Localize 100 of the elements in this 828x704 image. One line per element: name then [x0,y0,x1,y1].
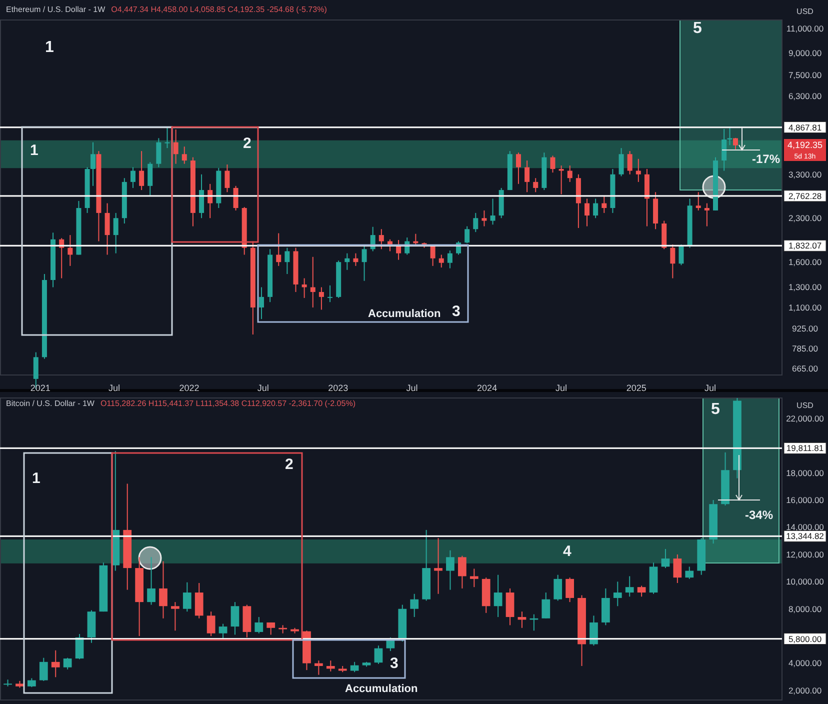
candlestick [51,650,60,678]
chart-subtitle: O115,282.26 H115,441.37 L111,354.38 C112,920.57 -2,361.70 (-2.05%) [100,399,356,408]
candlestick [233,185,238,211]
candlestick [182,146,187,164]
candlestick [446,550,454,590]
candlestick [350,661,359,673]
y-tick-label: 1,600.00 [788,257,822,268]
ref-line-label: 13,344.82 [786,531,824,542]
y-tick-label: 3,300.00 [788,169,822,180]
y-tick-label: 10,000.00 [786,576,824,587]
candlestick [39,657,48,682]
candlestick [673,554,682,584]
annotation: -17% [752,152,780,166]
x-tick-label: 2023 [328,383,348,394]
candlestick [258,286,264,320]
y-tick-label: 1,300.00 [788,282,822,292]
annotation: 1 [45,39,54,56]
candlestick [516,152,521,184]
x-tick-label: Jul [704,383,716,394]
x-tick-label: Jul [257,383,269,394]
annotation: 4 [563,543,572,560]
annotation: 5 [711,401,720,418]
candlestick [458,555,466,589]
candlestick [254,616,264,634]
candlestick [490,198,496,226]
candlestick [90,142,96,186]
candlestick [567,165,572,182]
chart-title: Ethereum / U.S. Dollar - 1W [6,5,106,14]
ref-line-label: 2,762.28 [788,190,822,201]
candlestick [218,623,228,640]
ref-line-label: 19,811.81 [786,443,824,454]
annotation: 2 [285,456,294,473]
y-tick-label: 4,000.00 [788,658,822,668]
candlestick [678,244,684,266]
x-tick-label: 2022 [179,383,200,394]
y-tick-label: 7,500.00 [788,70,822,80]
x-tick-label: Jul [556,383,568,394]
ref-line-label: 4,867.81 [788,122,822,132]
candlestick [206,611,216,637]
annotation: Accumulation [345,683,418,695]
candlestick [139,150,144,191]
candlestick [636,158,641,182]
x-tick-label: Jul [108,383,120,394]
candlestick [182,582,192,612]
candlestick [208,183,213,219]
annotation: 3 [390,655,398,672]
candlestick [627,150,632,175]
candlestick [524,160,530,193]
y-axis-title: USD [796,7,814,16]
candlestick [625,576,634,598]
candlestick [566,577,574,603]
candlestick [387,238,392,252]
candlestick [558,165,564,195]
candlestick [470,568,478,588]
candlestick [156,138,162,168]
candlestick [302,278,307,298]
candlestick [550,155,556,174]
candlestick [590,615,598,646]
annotation: Accumulation [368,308,442,320]
candlestick [473,212,478,233]
candlestick [310,256,316,308]
candlestick [378,228,384,250]
candlestick [147,556,156,606]
x-tick-label: 2025 [626,383,646,394]
x-tick-label: Jul [406,383,418,394]
y-tick-label: 11,000.00 [786,23,824,34]
x-tick-label: 2021 [30,383,50,394]
candlestick [130,166,136,188]
ref-line-label: 5,800.00 [788,634,822,644]
candlestick [276,232,282,266]
candlestick [704,202,710,227]
candlestick [164,126,170,149]
candlestick [104,202,110,256]
candlestick [173,128,178,164]
candlestick [482,210,487,227]
candlestick [722,128,727,172]
candlestick [613,581,622,607]
candlestick [685,566,694,580]
candlestick [318,286,324,310]
chart-subtitle: O4,447.34 H4,458.00 L4,058.85 C4,192.35 -254.68 (-5.73%) [111,5,328,14]
candlestick [584,198,590,227]
candlestick [554,574,562,602]
candlestick [593,198,598,219]
text: -34% [745,508,774,522]
candlestick [314,660,323,676]
candlestick [447,250,452,269]
y-tick-label: 785.00 [792,343,818,354]
candlestick [434,538,442,594]
candlestick [438,254,444,268]
candlestick [494,574,502,618]
y-tick-label: 2,000.00 [788,685,822,696]
candlestick [374,645,383,664]
candlestick [194,582,204,619]
candlestick [266,622,276,636]
candlestick [344,252,350,270]
candlestick [696,192,701,211]
annotation: 1 [32,470,40,487]
y-tick-label: 14,000.00 [786,522,824,532]
text: 4,192.35 [787,140,823,150]
candlestick [362,246,367,282]
